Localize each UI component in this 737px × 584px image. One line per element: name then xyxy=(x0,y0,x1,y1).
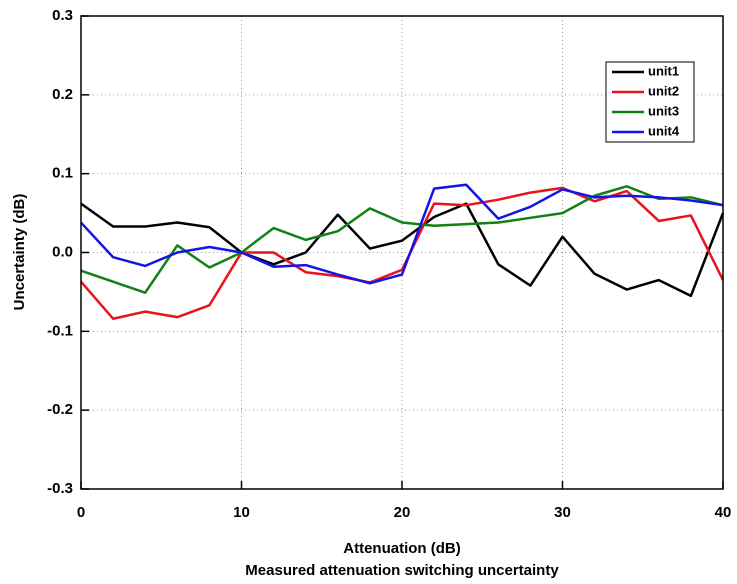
series-line xyxy=(80,202,725,298)
legend: unit1 unit2 unit3 unit4 xyxy=(605,61,695,143)
x-tick-label: 10 xyxy=(233,504,250,521)
x-tick-label: 30 xyxy=(554,504,571,521)
y-tick-label: -0.2 xyxy=(47,401,73,418)
y-tick-label: 0.2 xyxy=(52,86,73,103)
legend-box xyxy=(605,61,695,143)
x-axis-label: Attenuation (dB) xyxy=(343,540,460,557)
y-axis-label: Uncertainty (dB) xyxy=(11,194,28,311)
y-tick-label: 0.0 xyxy=(52,243,73,260)
series-line xyxy=(80,185,724,294)
y-tick-label: 0.1 xyxy=(52,165,73,182)
legend-label: unit3 xyxy=(648,103,679,118)
y-tick-label: -0.3 xyxy=(47,480,73,497)
x-tick-label: 40 xyxy=(715,504,732,521)
x-tick-label: 20 xyxy=(394,504,411,521)
series-line xyxy=(80,183,724,285)
plot-frame xyxy=(80,15,724,490)
y-tick-label: 0.3 xyxy=(52,7,73,24)
legend-label: unit2 xyxy=(648,83,679,98)
chart-title: Measured attenuation switching uncertain… xyxy=(245,562,559,579)
legend-label: unit1 xyxy=(648,63,679,78)
y-tick-label: -0.1 xyxy=(47,322,73,339)
x-tick-label: 0 xyxy=(77,504,85,521)
series-line xyxy=(80,186,725,320)
legend-label: unit4 xyxy=(648,123,680,138)
